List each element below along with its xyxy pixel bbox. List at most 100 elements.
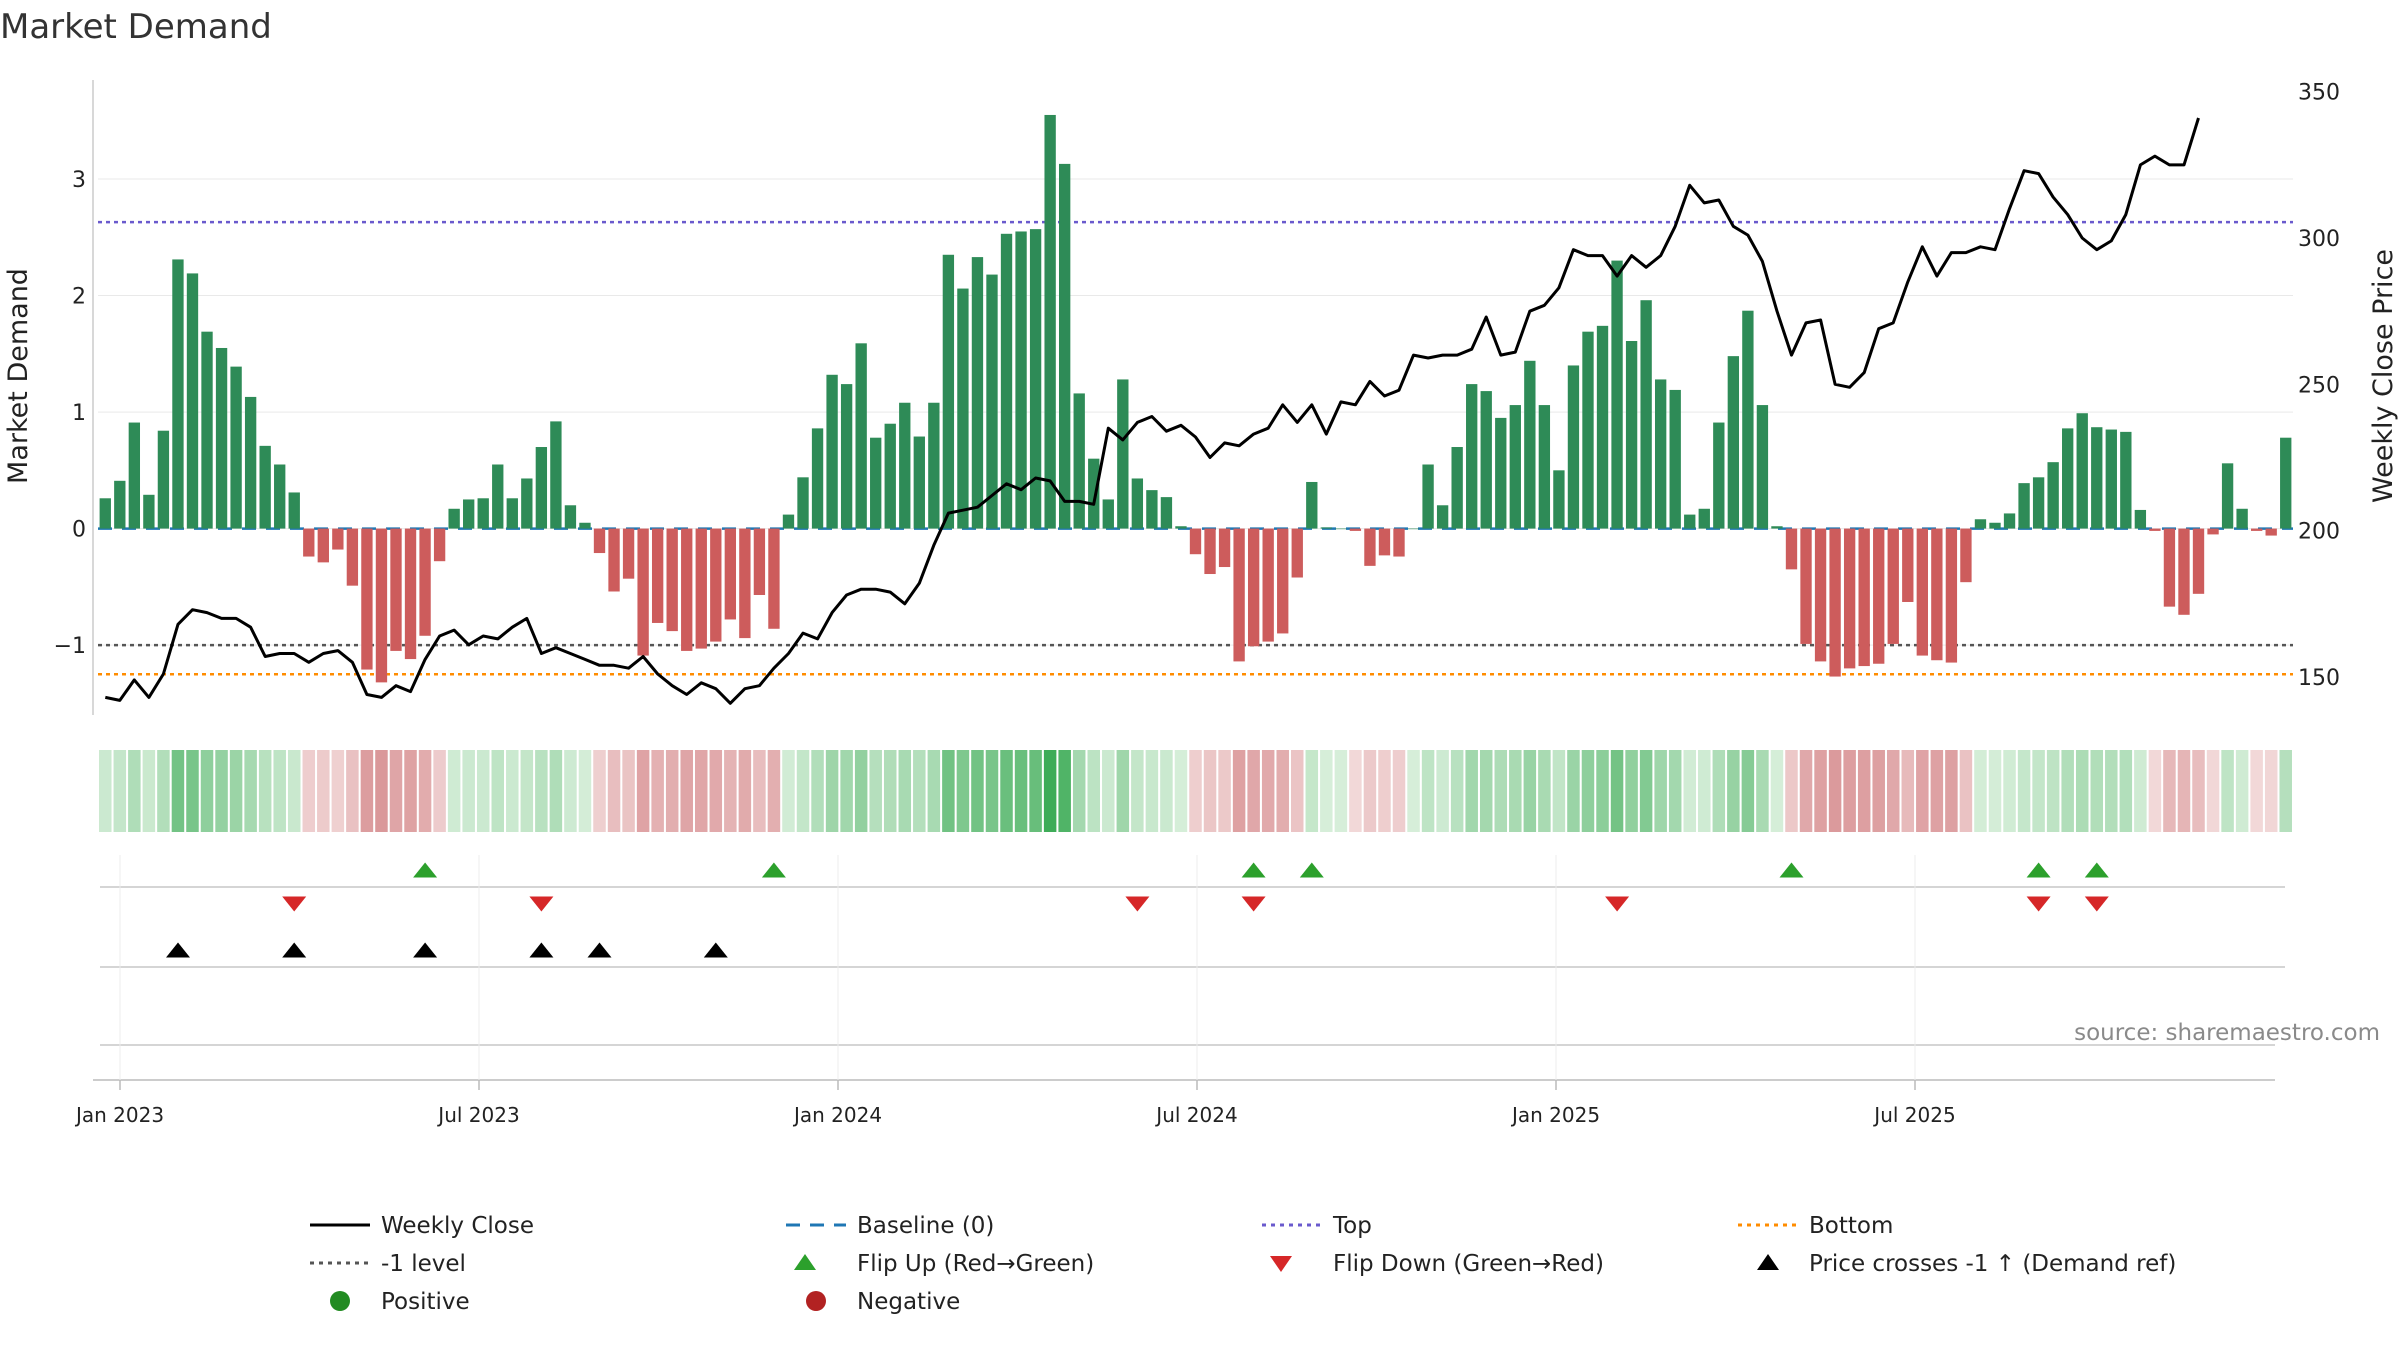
heat-cell-5 [171,750,185,832]
heat-cell-31 [549,750,563,832]
bar-105 [1625,340,1638,529]
bar-7 [201,331,213,529]
heat-cell-86 [1349,750,1362,832]
bar-30 [535,447,548,529]
heat-cell-52 [854,750,868,832]
y-tick-3: 2 [72,285,86,310]
flip-down-marker-0 [282,896,307,912]
bar-106 [1640,300,1652,529]
bar-137 [2091,427,2103,529]
heat-cell-74 [1174,750,1188,832]
bar-93 [1451,447,1463,529]
bar-41 [695,528,707,649]
x-tick-0: Jan 2023 [74,1103,164,1127]
heat-cell-116 [1785,750,1798,832]
heat-cell-58 [942,750,955,832]
bar-117 [1800,528,1812,644]
heat-cell-51 [840,750,853,832]
bar-22 [419,528,431,636]
heat-cell-133 [2032,750,2045,832]
heat-cell-25 [462,750,475,832]
bar-97 [1509,405,1521,529]
heat-cell-70 [1116,750,1130,832]
y2-tick-2: 250 [2298,373,2340,398]
svg-text:Negative: Negative [857,1289,960,1315]
bar-148 [2250,528,2263,531]
heat-cell-115 [1770,750,1784,832]
y2-tick-4: 350 [2298,81,2340,106]
heat-cell-16 [331,750,345,832]
y-tick-0: −1 [54,634,86,659]
bar-110 [1698,508,1710,529]
bar-31 [550,421,562,529]
heat-cell-145 [2206,750,2220,832]
bar-112 [1727,356,1740,529]
heat-cell-119 [1828,750,1842,832]
heat-cell-68 [1087,750,1100,832]
bar-66 [1059,163,1071,529]
bar-25 [463,499,475,529]
heat-cell-89 [1392,750,1406,832]
svg-text:Flip Up (Red→Green): Flip Up (Red→Green) [857,1251,1094,1277]
bar-101 [1567,365,1580,529]
y2-tick-0: 150 [2298,666,2340,691]
heat-cell-80 [1261,750,1275,832]
cross-marker-0 [166,942,190,958]
legend-flip-down: Flip Down (Green→Red) [1270,1251,1604,1277]
bar-86 [1349,528,1362,531]
heat-cell-103 [1596,750,1609,832]
heat-cell-127 [1945,750,1958,832]
bar-144 [2192,528,2205,594]
legend-cross: Price crosses -1 ↑ (Demand ref) [1757,1251,2176,1277]
bar-45 [753,528,766,595]
heat-cell-118 [1814,750,1827,832]
bar-68 [1088,458,1100,529]
heat-cell-109 [1683,750,1696,832]
heat-cell-35 [607,750,621,832]
flip-up-marker-5 [2026,862,2051,878]
flip-up-marker-6 [2084,862,2109,878]
heat-cell-62 [1000,750,1013,832]
heat-cell-4 [157,750,170,832]
bar-91 [1422,464,1434,529]
heat-cell-102 [1581,750,1595,832]
heat-cell-34 [593,750,606,832]
flip-up-marker-2 [1241,862,1266,878]
heat-cell-29 [520,750,534,832]
heat-cell-140 [2134,750,2147,832]
heat-cell-64 [1029,750,1042,832]
bar-0 [99,498,111,529]
bar-29 [521,478,533,529]
heat-cell-15 [317,750,330,832]
heat-cell-20 [389,750,403,832]
bar-51 [840,384,853,529]
legend-positive: Positive [330,1289,470,1315]
bar-63 [1015,231,1027,529]
bar-100 [1553,470,1565,529]
cross-marker-1 [282,942,307,958]
bar-81 [1277,528,1289,634]
bar-85 [1335,528,1347,530]
empty-panel [93,1044,2275,1081]
bar-136 [2076,413,2088,529]
legend: Weekly Close Baseline (0) Top Bottom -1 … [310,1213,2176,1315]
bar-124 [1902,528,1914,602]
y-tick-2: 1 [72,401,86,426]
heat-cell-131 [2003,750,2016,832]
legend-minus1: -1 level [310,1251,466,1277]
flip-up-marker-0 [413,862,438,878]
bar-108 [1669,389,1681,529]
y2-tick-3: 300 [2298,227,2340,252]
heat-cell-132 [2017,750,2031,832]
bar-28 [506,498,518,529]
heat-cell-43 [724,750,737,832]
heat-cell-46 [767,750,781,832]
heat-cell-113 [1741,750,1755,832]
bar-138 [2105,429,2117,529]
bar-58 [942,254,955,529]
bar-92 [1436,505,1449,529]
bar-119 [1829,528,1841,677]
bar-56 [913,436,925,529]
y-axis-label: Market Demand [3,268,34,484]
demand-heatmap-strip [99,750,2292,832]
